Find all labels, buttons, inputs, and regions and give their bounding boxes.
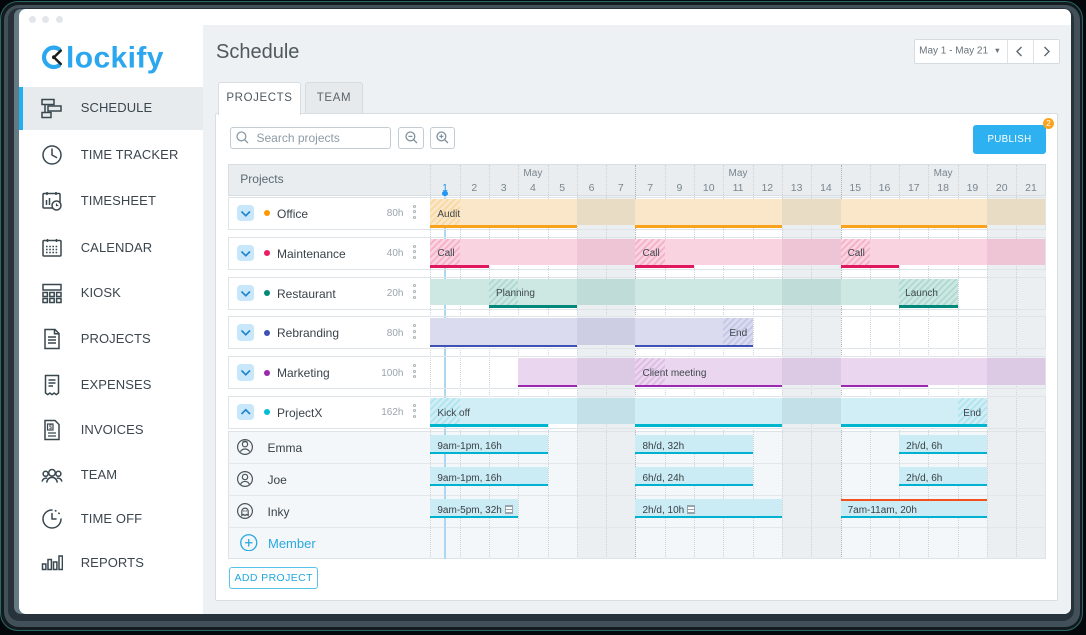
svg-text:lockify: lockify [66, 44, 164, 75]
svg-text:$: $ [48, 424, 52, 431]
